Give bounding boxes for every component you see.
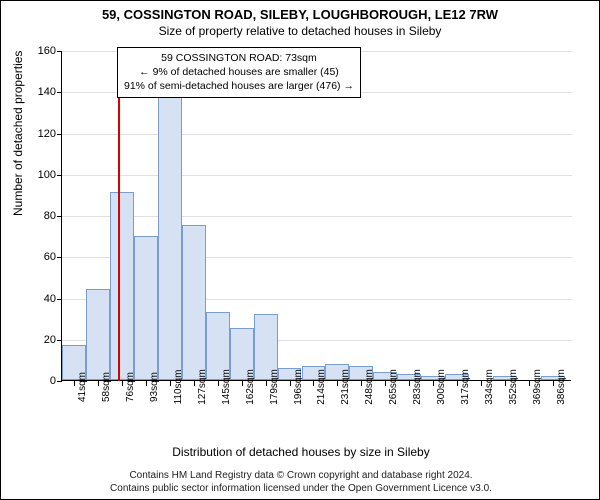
ytick-mark xyxy=(57,299,62,300)
ytick-mark xyxy=(57,216,62,217)
xtick-mark xyxy=(361,381,362,386)
ytick-label: 140 xyxy=(1,86,56,98)
histogram-bar xyxy=(182,225,206,380)
ytick-mark xyxy=(57,92,62,93)
annotation-line-1: 59 COSSINGTON ROAD: 73sqm xyxy=(124,51,354,65)
xtick-mark xyxy=(290,381,291,386)
ytick-label: 120 xyxy=(1,128,56,140)
ytick-label: 80 xyxy=(1,210,56,222)
ytick-mark xyxy=(57,257,62,258)
annotation-box: 59 COSSINGTON ROAD: 73sqm← 9% of detache… xyxy=(117,47,361,98)
xtick-mark xyxy=(505,381,506,386)
chart-area: 41sqm58sqm76sqm93sqm110sqm127sqm145sqm16… xyxy=(61,51,571,381)
ytick-mark xyxy=(57,51,62,52)
property-marker-line xyxy=(118,51,120,381)
xtick-mark xyxy=(313,381,314,386)
annotation-line-2: ← 9% of detached houses are smaller (45) xyxy=(124,65,354,79)
footer-line-1: Contains HM Land Registry data © Crown c… xyxy=(1,469,600,482)
histogram-bar xyxy=(86,289,110,380)
xtick-label: 369sqm xyxy=(532,369,543,405)
xtick-label: 352sqm xyxy=(508,369,519,405)
xtick-mark xyxy=(242,381,243,386)
annotation-line-3: 91% of semi-detached houses are larger (… xyxy=(124,79,354,93)
chart-container: 59, COSSINGTON ROAD, SILEBY, LOUGHBOROUG… xyxy=(0,0,600,500)
ytick-label: 40 xyxy=(1,293,56,305)
xtick-mark xyxy=(266,381,267,386)
xtick-mark xyxy=(122,381,123,386)
title-main: 59, COSSINGTON ROAD, SILEBY, LOUGHBOROUG… xyxy=(1,7,599,22)
xtick-mark xyxy=(218,381,219,386)
gridline xyxy=(62,134,572,135)
xtick-label: 386sqm xyxy=(556,369,567,405)
ytick-label: 160 xyxy=(1,45,56,57)
xtick-mark xyxy=(433,381,434,386)
xtick-mark xyxy=(74,381,75,386)
xtick-mark xyxy=(194,381,195,386)
footer-attribution: Contains HM Land Registry data © Crown c… xyxy=(1,469,600,495)
ytick-mark xyxy=(57,381,62,382)
xtick-label: 283sqm xyxy=(412,369,423,405)
x-axis-label: Distribution of detached houses by size … xyxy=(1,445,600,459)
footer-line-2: Contains public sector information licen… xyxy=(1,482,600,495)
xtick-mark xyxy=(409,381,410,386)
xtick-mark xyxy=(553,381,554,386)
ytick-label: 0 xyxy=(1,375,56,387)
ytick-mark xyxy=(57,340,62,341)
histogram-bar xyxy=(158,95,182,380)
xtick-mark xyxy=(146,381,147,386)
xtick-mark xyxy=(385,381,386,386)
xtick-mark xyxy=(457,381,458,386)
ytick-mark xyxy=(57,134,62,135)
plot-region: 41sqm58sqm76sqm93sqm110sqm127sqm145sqm16… xyxy=(61,51,571,381)
histogram-bar xyxy=(134,236,158,380)
xtick-label: 334sqm xyxy=(484,369,495,405)
xtick-label: 317sqm xyxy=(460,369,471,405)
xtick-mark xyxy=(170,381,171,386)
histogram-bar xyxy=(110,192,134,380)
ytick-label: 20 xyxy=(1,334,56,346)
ytick-mark xyxy=(57,175,62,176)
gridline xyxy=(62,175,572,176)
xtick-mark xyxy=(98,381,99,386)
xtick-mark xyxy=(481,381,482,386)
ytick-label: 60 xyxy=(1,251,56,263)
title-sub: Size of property relative to detached ho… xyxy=(1,24,599,38)
xtick-mark xyxy=(529,381,530,386)
xtick-mark xyxy=(337,381,338,386)
gridline xyxy=(62,216,572,217)
ytick-label: 100 xyxy=(1,169,56,181)
